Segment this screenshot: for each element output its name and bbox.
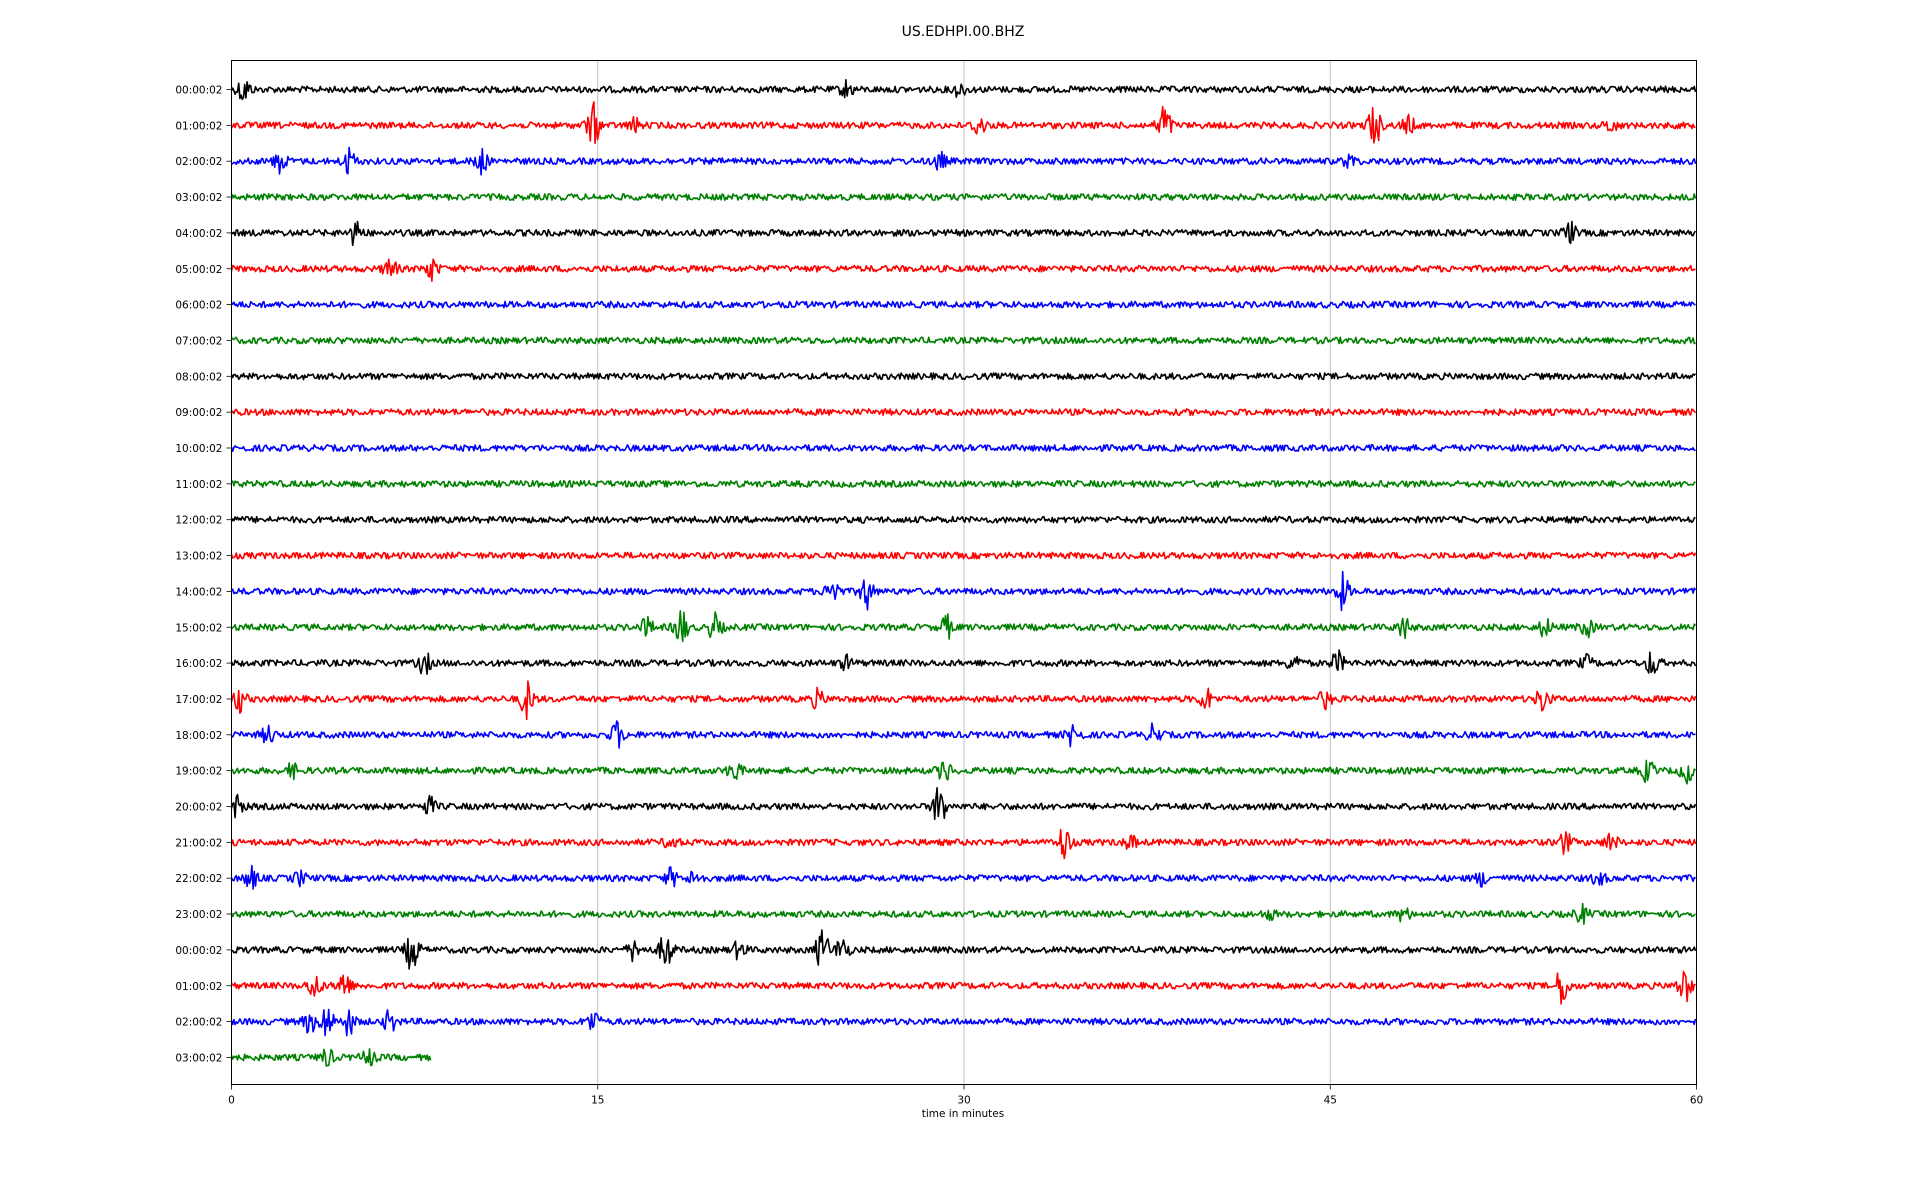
trace-line [231,759,1697,785]
x-tick-label: 0 [228,1095,235,1107]
trace-line [231,720,1696,749]
row-time-label: 23:00:02 [175,909,222,921]
trace-line [230,680,1697,721]
trace-line [231,146,1697,176]
x-axis-label: time in minutes [922,1108,1004,1120]
trace-line [230,300,1696,309]
row-time-label: 12:00:02 [175,515,222,527]
trace-line [230,79,1697,101]
trace-line [230,101,1696,145]
row-time-label: 05:00:02 [175,264,222,276]
x-tick-label: 60 [1690,1095,1703,1107]
chart-title: US.EDHPI.00.BHZ [902,24,1025,40]
row-time-label: 19:00:02 [175,766,222,778]
row-time-label: 07:00:02 [175,335,222,347]
row-time-label: 21:00:02 [175,837,222,849]
trace-line [230,408,1697,417]
x-axis-ticks: 0 15 30 45 60 [228,1084,1703,1107]
row-time-label: 02:00:02 [175,156,222,168]
row-time-label: 18:00:02 [175,730,222,742]
trace-line [230,970,1696,1005]
row-time-label: 13:00:02 [175,551,222,563]
trace-line [230,864,1697,890]
row-time-label: 04:00:02 [175,228,222,240]
trace-line [230,515,1696,524]
trace-line [230,551,1697,560]
x-tick-label: 15 [591,1095,604,1107]
row-time-label: 03:00:02 [175,192,222,204]
row-time-label: 03:00:02 [175,1052,222,1064]
row-time-label: 16:00:02 [175,658,222,670]
row-time-label: 06:00:02 [175,300,222,312]
traces [230,79,1697,1067]
row-time-label: 08:00:02 [175,371,222,383]
trace-line [230,570,1697,612]
trace-line [231,479,1696,488]
trace-line [230,193,1697,201]
row-time-label: 02:00:02 [175,1017,222,1029]
row-time-label: 14:00:02 [175,586,222,598]
x-tick-label: 30 [957,1095,970,1107]
trace-line [230,610,1697,643]
trace-line [230,1008,1697,1037]
trace-line [230,787,1697,821]
trace-line [230,220,1697,247]
trace-line [230,828,1697,860]
row-labels: 00:00:02 01:00:02 02:00:02 03:00:02 04:00:02… [175,85,232,1064]
trace-line [230,902,1696,925]
row-time-label: 22:00:02 [175,873,222,885]
trace-line [230,372,1697,381]
trace-line [231,929,1697,970]
trace-line [230,649,1697,675]
trace-line [230,258,1696,282]
row-time-label: 17:00:02 [175,694,222,706]
row-time-label: 00:00:02 [175,85,222,97]
row-time-label: 10:00:02 [175,443,222,455]
trace-line [230,336,1696,345]
x-tick-label: 45 [1324,1095,1337,1107]
trace-line [230,444,1696,452]
row-time-label: 01:00:02 [175,981,222,993]
row-time-label: 01:00:02 [175,120,222,132]
row-time-label: 09:00:02 [175,407,222,419]
row-time-label: 11:00:02 [175,479,222,491]
grid-lines [597,60,1331,1085]
row-time-label: 20:00:02 [175,802,222,814]
row-time-label: 00:00:02 [175,945,222,957]
trace-line [230,1048,432,1067]
row-time-label: 15:00:02 [175,622,222,634]
